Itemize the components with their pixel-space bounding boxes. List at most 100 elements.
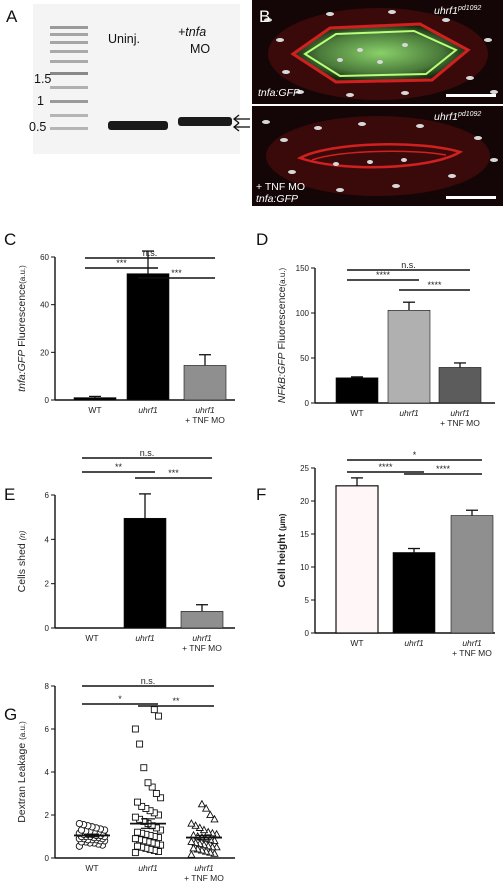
data-point xyxy=(134,828,141,836)
y-tick-label: 20 xyxy=(40,348,49,357)
gel-image: Uninj. +tnfa MO 1.5 1 0.5 xyxy=(29,4,250,154)
micrograph-bottom-tissue xyxy=(266,116,490,196)
data-point xyxy=(136,740,144,748)
y-tick-label: 4 xyxy=(45,535,50,544)
y-tick-label: 4 xyxy=(45,768,50,777)
bar xyxy=(180,611,224,629)
y-tick-label: 5 xyxy=(305,596,310,605)
x-category-label: WT xyxy=(85,633,98,643)
significance-label: ** xyxy=(115,462,123,472)
y-tick-label: 0 xyxy=(45,624,50,633)
significance-label: n.s. xyxy=(140,448,155,458)
data-point xyxy=(152,790,160,797)
bar xyxy=(126,273,170,401)
x-category-label: uhrf1 xyxy=(138,405,158,415)
chart-panel-c: C 0 20 40 60 tnfa:GFP Fluorescence(a.u.) WT uhr… xyxy=(4,230,235,425)
x-category-label: WT xyxy=(350,638,363,648)
y-tick-label: 100 xyxy=(296,309,310,318)
micrograph-bottom-scale-bar xyxy=(446,196,496,199)
micrograph-bottom: uhrf1pd1092 + TNF MO tnfa:GFP xyxy=(252,106,503,206)
x-category-label: uhrf1 xyxy=(192,633,212,643)
panel-label-c: C xyxy=(4,230,16,249)
data-point xyxy=(210,814,219,823)
x-category-label: uhrf1 xyxy=(462,638,482,648)
y-tick-label: 0 xyxy=(305,399,310,408)
data-point xyxy=(140,764,148,772)
gel-band-mo xyxy=(178,117,232,126)
y-tick-label: 15 xyxy=(300,530,309,539)
x-category-sublabel: + TNF MO xyxy=(184,873,224,883)
y-tick-label: 6 xyxy=(45,491,50,500)
data-point xyxy=(189,843,198,852)
y-tick-label: 40 xyxy=(40,301,49,310)
significance-label: *** xyxy=(116,258,127,268)
bar xyxy=(392,552,436,634)
gel-band-uninjected xyxy=(108,121,168,130)
y-tick-label: 20 xyxy=(300,497,309,506)
panel-label-a: A xyxy=(6,7,18,26)
y-axis-label: NFkB:GFP Fluorescence(a.u.) xyxy=(276,267,288,403)
micrograph-top-genotype: uhrf1pd1092 xyxy=(434,5,481,17)
x-category-label: uhrf1 xyxy=(195,405,215,415)
significance-label: **** xyxy=(427,280,442,290)
bar xyxy=(387,309,431,404)
y-tick-label: 6 xyxy=(45,725,50,734)
data-point xyxy=(144,779,152,787)
micrograph-bottom-genotype: uhrf1pd1092 xyxy=(434,111,481,123)
y-axis-label: Cells shed (n) xyxy=(16,530,28,592)
y-tick-label: 50 xyxy=(300,354,309,363)
y-tick-label: 0 xyxy=(305,629,310,638)
data-point xyxy=(206,810,215,819)
ladder-label-0-5: 0.5 xyxy=(29,120,46,134)
x-category-label: WT xyxy=(88,405,101,415)
y-tick-label: 8 xyxy=(45,682,50,691)
x-category-label: uhrf1 xyxy=(194,863,214,873)
significance-label: **** xyxy=(376,270,391,280)
significance-label: * xyxy=(413,450,417,460)
x-category-sublabel: + TNF MO xyxy=(440,418,480,428)
x-category-sublabel: + TNF MO xyxy=(182,643,222,653)
micrograph-top-scale-bar xyxy=(446,94,496,97)
data-point xyxy=(131,849,139,857)
panel-label-b: B xyxy=(259,7,270,26)
band-arrow-upper xyxy=(232,114,250,124)
ladder-label-1: 1 xyxy=(37,94,44,108)
data-point xyxy=(138,802,146,810)
bar xyxy=(335,377,379,404)
y-axis-label: Dextran Leakage (a.u.) xyxy=(16,721,28,823)
data-point xyxy=(148,783,156,791)
x-category-sublabel: + TNF MO xyxy=(185,415,225,425)
bar xyxy=(335,485,379,634)
micrograph-top: uhrf1pd1092 tnfa:GFP xyxy=(252,0,503,104)
micrograph-bottom-nuclei xyxy=(262,120,498,192)
y-axis-label: Cell height (μm) xyxy=(276,513,288,587)
data-point xyxy=(187,850,196,858)
chart-panel-d: D 0 50 100 150 NFkB:GFP Fluorescence(a.u.) WT u… xyxy=(256,230,495,428)
data-point xyxy=(201,804,211,812)
y-tick-label: 60 xyxy=(40,253,49,262)
lane-label-uninjected: Uninj. xyxy=(108,32,140,46)
micrograph-top-gfp-outline xyxy=(303,29,458,78)
bar xyxy=(123,517,167,629)
band-arrow-lower xyxy=(232,122,250,132)
x-category-label: uhrf1 xyxy=(138,863,158,873)
micrograph-bottom-treatment: + TNF MO xyxy=(256,181,305,193)
significance-label: n.s. xyxy=(401,260,416,270)
significance-label: *** xyxy=(168,468,179,478)
micrograph-bottom-reporter: tnfa:GFP xyxy=(256,193,298,205)
significance-label: *** xyxy=(171,268,182,278)
x-category-label: WT xyxy=(85,863,98,873)
bar xyxy=(438,367,482,404)
data-point xyxy=(75,819,84,828)
data-point xyxy=(187,837,196,845)
y-tick-label: 2 xyxy=(45,811,50,820)
panel-label-e: E xyxy=(4,485,15,504)
micrograph-bottom-lumen xyxy=(296,143,464,169)
data-point xyxy=(131,725,139,733)
data-point xyxy=(150,706,158,714)
data-point xyxy=(131,835,139,843)
panel-label-f: F xyxy=(256,485,266,504)
